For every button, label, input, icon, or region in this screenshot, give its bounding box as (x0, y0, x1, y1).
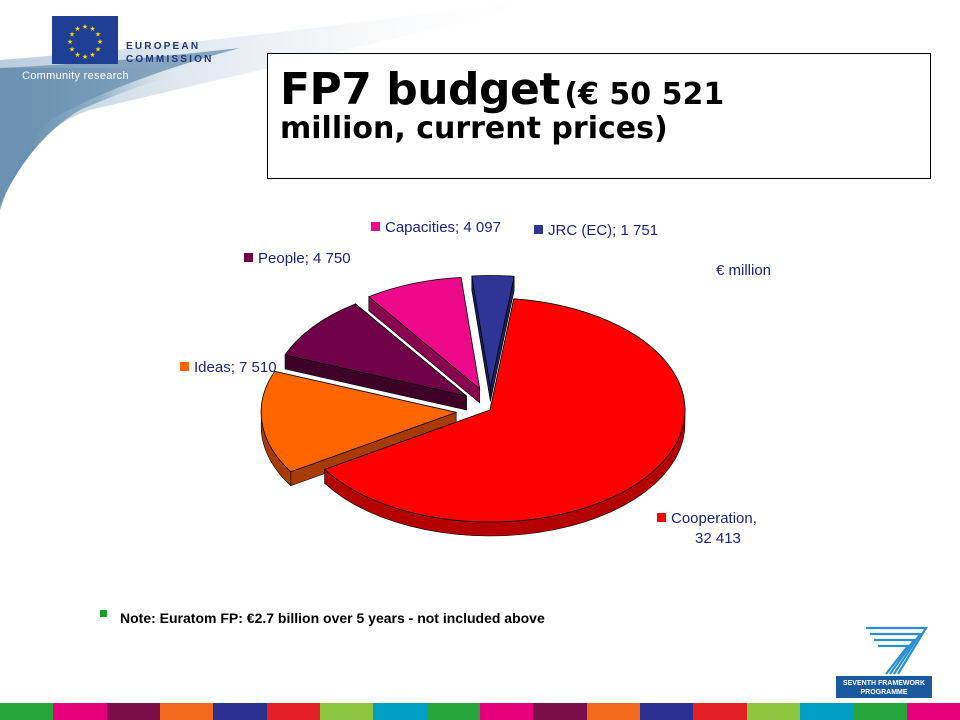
community-research-label: Community research (22, 70, 129, 82)
ideas-label-text: Ideas; 7 510 (194, 359, 277, 376)
pie-slice-people (284, 303, 467, 397)
pie-slice-jrc-ec (471, 275, 515, 388)
eu-star-icon: ★ (89, 25, 95, 33)
footer-stripe (479, 703, 534, 720)
eu-star-icon: ★ (82, 53, 88, 61)
footer-stripe (533, 703, 587, 720)
footer-stripe (586, 703, 640, 720)
footer-stripe (319, 703, 374, 720)
footer-stripe (0, 703, 54, 720)
legend-label-cooperation: Cooperation, (657, 510, 757, 527)
eu-star-icon: ★ (69, 46, 75, 54)
ideas-swatch (180, 362, 189, 371)
title-box: FP7 budget (€ 50 521 million, current pr… (267, 53, 931, 179)
footer-stripe (213, 703, 267, 720)
jrc-label-text: JRC (EC); 1 751 (548, 222, 659, 239)
eu-star-icon: ★ (67, 38, 73, 46)
eu-star-icon: ★ (89, 51, 95, 59)
cooperation-label-line-1: Cooperation, (671, 510, 757, 527)
capacities-label-text: Capacities; 4 097 (385, 219, 501, 236)
footer-stripe (159, 703, 214, 720)
eu-flag-logo: ★ ★ ★ ★ ★ ★ ★ ★ ★ ★ ★ ★ (52, 16, 118, 64)
pie-slice-cooperation (323, 298, 686, 523)
pie-slice-ideas (260, 370, 458, 473)
footer-stripe (906, 703, 960, 720)
footer-stripe (373, 703, 427, 720)
title-sub-line-2: million, current prices) (280, 111, 668, 146)
eu-star-icon: ★ (95, 46, 101, 54)
svg-text:SEVENTH FRAMEWORK: SEVENTH FRAMEWORK (843, 680, 925, 687)
legend-label-people: People; 4 750 (244, 250, 351, 267)
pie-slice-capacities (367, 276, 481, 390)
capacities-swatch (371, 222, 380, 231)
cooperation-label-value: 32 413 (695, 530, 741, 547)
people-label-text: People; 4 750 (258, 250, 351, 267)
footer-stripe (106, 703, 160, 720)
legend-label-ideas: Ideas; 7 510 (180, 359, 277, 376)
eu-star-icon: ★ (69, 31, 75, 39)
note-text-row: Note: Euratom FP: €2.7 billion over 5 ye… (100, 610, 545, 626)
eu-star-icon: ★ (74, 25, 80, 33)
cooperation-swatch (657, 513, 666, 522)
footer-stripe (266, 703, 320, 720)
seventh-framework-programme-logo: SEVENTH FRAMEWORK PROGRAMME (836, 626, 932, 698)
footer-stripe (426, 703, 480, 720)
people-swatch (244, 253, 253, 262)
eu-star-icon: ★ (97, 38, 103, 46)
title-sub-line-1: (€ 50 521 (564, 77, 725, 112)
eu-star-icon: ★ (95, 31, 101, 39)
note-bullet-icon (100, 610, 107, 617)
legend-label-capacities: Capacities; 4 097 (371, 219, 501, 236)
legend-label-jrc: JRC (EC); 1 751 (534, 222, 658, 239)
org-line-2: COMMISSION (126, 54, 214, 65)
footer-stripe (639, 703, 694, 720)
org-line-1: EUROPEAN (126, 41, 201, 52)
eu-star-icon: ★ (74, 51, 80, 59)
jrc-swatch (534, 225, 543, 234)
eu-star-icon: ★ (82, 23, 88, 31)
footer-stripe (799, 703, 854, 720)
footer-stripe (746, 703, 800, 720)
svg-text:PROGRAMME: PROGRAMME (860, 689, 907, 696)
unit-label: € million (716, 262, 772, 279)
footer-stripe (853, 703, 907, 720)
title-main: FP7 budget (280, 64, 560, 115)
footer-stripe (53, 703, 107, 720)
footer-stripe (693, 703, 747, 720)
european-commission-wordmark: EUROPEAN COMMISSION (126, 40, 214, 66)
note-text: Note: Euratom FP: €2.7 billion over 5 ye… (120, 610, 545, 626)
footer-color-stripes (0, 703, 960, 720)
